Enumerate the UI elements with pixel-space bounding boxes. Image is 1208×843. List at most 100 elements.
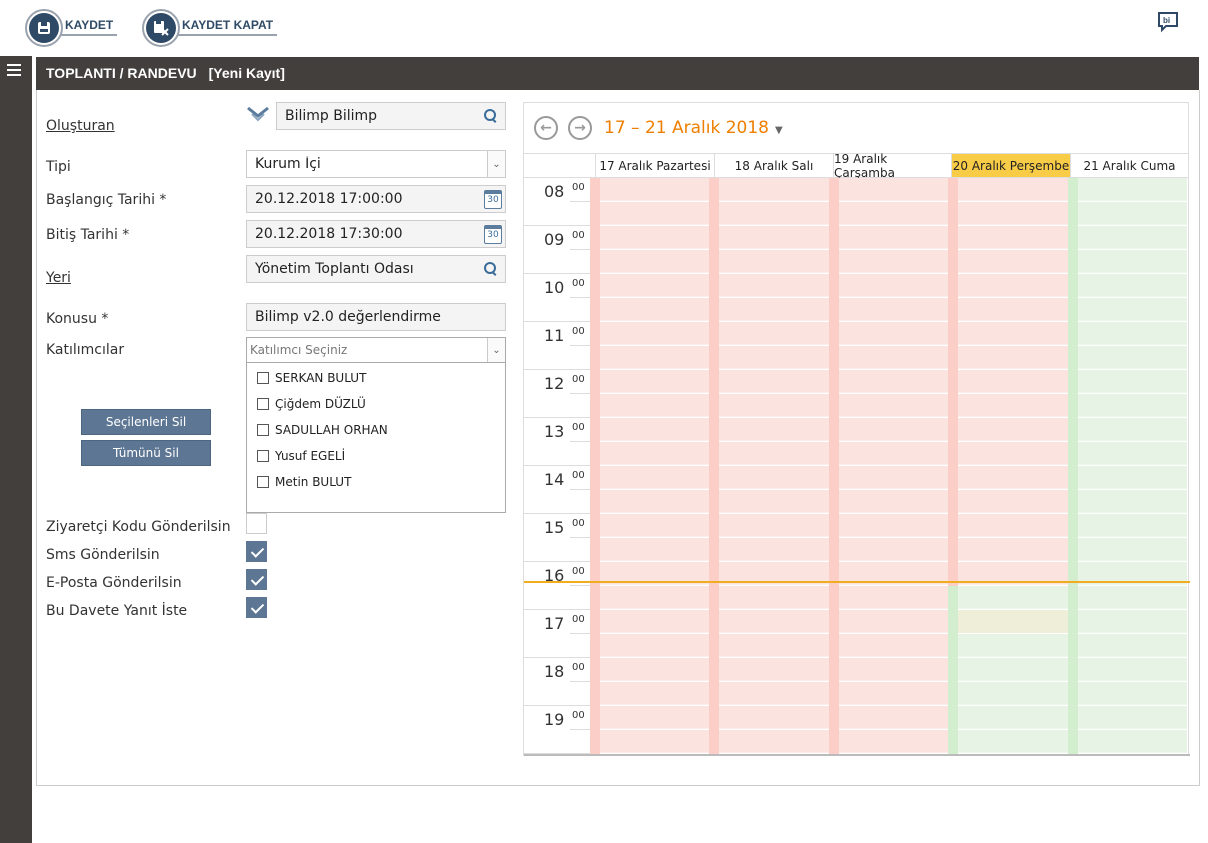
time-slot[interactable]: [719, 322, 829, 345]
menu-icon[interactable]: [7, 64, 21, 76]
time-slot[interactable]: [600, 490, 709, 513]
time-slot[interactable]: [958, 178, 1068, 201]
remove-selected-button[interactable]: Seçilenleri Sil: [81, 409, 211, 435]
time-slot[interactable]: [839, 490, 948, 513]
time-slot[interactable]: [600, 226, 709, 249]
time-slot[interactable]: [1078, 418, 1187, 441]
time-slot[interactable]: [719, 418, 829, 441]
time-slot[interactable]: [600, 586, 709, 609]
participant-option[interactable]: SADULLAH ORHAN: [247, 417, 505, 443]
time-slot[interactable]: [958, 394, 1068, 417]
time-slot[interactable]: [1078, 322, 1187, 345]
time-slot[interactable]: [839, 298, 948, 321]
day-header[interactable]: 18 Aralık Salı: [714, 154, 833, 177]
time-slot[interactable]: [958, 658, 1068, 681]
time-slot[interactable]: [719, 442, 829, 465]
time-slot[interactable]: [719, 586, 829, 609]
creator-label[interactable]: Oluşturan: [46, 118, 115, 134]
place-label[interactable]: Yeri: [46, 270, 71, 286]
day-header[interactable]: 19 Aralık Çarşamba: [833, 152, 951, 180]
time-slot[interactable]: [839, 202, 948, 225]
time-slot[interactable]: [1078, 298, 1187, 321]
time-slot[interactable]: [958, 634, 1068, 657]
time-slot[interactable]: [719, 562, 829, 585]
participants-select[interactable]: Katılımcı Seçiniz ⌄: [246, 337, 506, 363]
day-header[interactable]: 17 Aralık Pazartesi: [595, 154, 714, 177]
time-slot[interactable]: [600, 202, 709, 225]
time-slot[interactable]: [958, 298, 1068, 321]
time-slot[interactable]: [839, 394, 948, 417]
time-slot[interactable]: [839, 634, 948, 657]
bi-chat-icon[interactable]: bi: [1157, 11, 1179, 33]
time-slot[interactable]: [719, 346, 829, 369]
subject-field[interactable]: Bilimp v2.0 değerlendirme: [246, 303, 506, 331]
time-slot[interactable]: [719, 370, 829, 393]
time-slot[interactable]: [719, 394, 829, 417]
day-header-today[interactable]: 20 Aralık Perşembe: [951, 154, 1070, 177]
calendar-icon[interactable]: 30: [484, 189, 502, 209]
time-slot[interactable]: [719, 226, 829, 249]
time-slot[interactable]: [719, 274, 829, 297]
time-slot[interactable]: [600, 658, 709, 681]
time-slot[interactable]: [600, 706, 709, 729]
time-slot[interactable]: [839, 322, 948, 345]
time-slot[interactable]: [1078, 202, 1187, 225]
time-slot[interactable]: [839, 658, 948, 681]
participant-option[interactable]: Çiğdem DÜZLÜ: [247, 391, 505, 417]
save-button[interactable]: KAYDET: [25, 8, 118, 48]
time-slot[interactable]: [839, 274, 948, 297]
sms-checkbox[interactable]: [246, 541, 267, 562]
time-slot[interactable]: [958, 418, 1068, 441]
time-slot[interactable]: [839, 610, 948, 633]
time-slot[interactable]: [600, 538, 709, 561]
calendar-icon[interactable]: 30: [484, 224, 502, 244]
time-slot[interactable]: [1078, 370, 1187, 393]
time-slot[interactable]: [839, 514, 948, 537]
time-slot[interactable]: [719, 490, 829, 513]
next-arrow-icon[interactable]: →: [568, 116, 592, 140]
time-slot[interactable]: [839, 250, 948, 273]
selected-time-slot[interactable]: [958, 610, 1068, 633]
time-slot[interactable]: [600, 250, 709, 273]
time-slot[interactable]: [958, 514, 1068, 537]
time-slot[interactable]: [839, 178, 948, 201]
checkbox[interactable]: [257, 398, 269, 410]
prev-arrow-icon[interactable]: ←: [534, 116, 558, 140]
day-column[interactable]: [590, 178, 709, 754]
time-slot[interactable]: [600, 610, 709, 633]
time-slot[interactable]: [839, 346, 948, 369]
search-icon[interactable]: [483, 109, 497, 123]
time-slot[interactable]: [1078, 562, 1187, 585]
calendar-grid[interactable]: 08 00 09 00 10 00 11 00 12 00 13 00 14 00 15 00 16 00 17 00…: [524, 178, 1188, 754]
checkbox[interactable]: [257, 476, 269, 488]
time-slot[interactable]: [839, 706, 948, 729]
reply-checkbox[interactable]: [246, 597, 267, 618]
time-slot[interactable]: [958, 706, 1068, 729]
date-range-picker[interactable]: 17 – 21 Aralık 2018 ▼: [604, 118, 783, 138]
day-column[interactable]: [1068, 178, 1187, 754]
time-slot[interactable]: [839, 538, 948, 561]
time-slot[interactable]: [1078, 394, 1187, 417]
chevron-down-icon[interactable]: ⌄: [487, 151, 505, 177]
time-slot[interactable]: [719, 538, 829, 561]
time-slot[interactable]: [839, 418, 948, 441]
participant-option[interactable]: SERKAN BULUT: [247, 365, 505, 391]
time-slot[interactable]: [600, 346, 709, 369]
participant-option[interactable]: Metin BULUT: [247, 469, 505, 495]
time-slot[interactable]: [719, 178, 829, 201]
time-slot[interactable]: [719, 706, 829, 729]
time-slot[interactable]: [600, 514, 709, 537]
time-slot[interactable]: [719, 298, 829, 321]
time-slot[interactable]: [600, 178, 709, 201]
time-slot[interactable]: [839, 730, 948, 753]
time-slot[interactable]: [958, 490, 1068, 513]
checkbox[interactable]: [257, 372, 269, 384]
time-slot[interactable]: [600, 322, 709, 345]
time-slot[interactable]: [600, 682, 709, 705]
save-close-button[interactable]: KAYDET KAPAT: [142, 8, 278, 48]
time-slot[interactable]: [958, 562, 1068, 585]
time-slot[interactable]: [958, 370, 1068, 393]
time-slot[interactable]: [958, 466, 1068, 489]
time-slot[interactable]: [719, 514, 829, 537]
time-slot[interactable]: [1078, 682, 1187, 705]
